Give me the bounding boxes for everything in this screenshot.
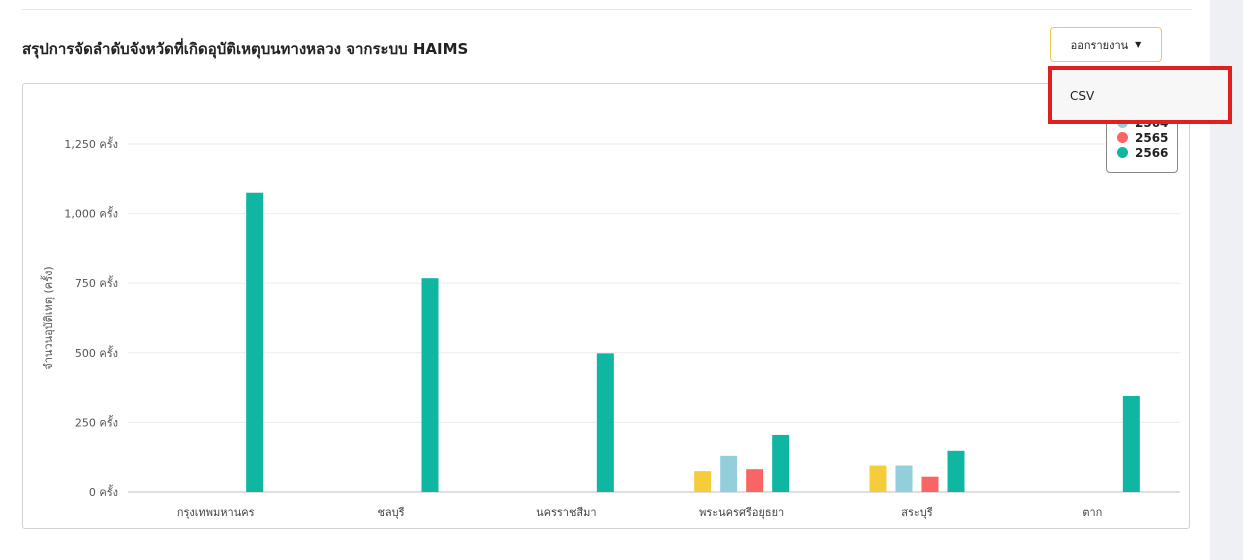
legend-item-2566[interactable]: 2566 xyxy=(1117,145,1177,160)
legend-item-2565[interactable]: 2565 xyxy=(1117,130,1177,145)
export-button-label: ออกรายงาน xyxy=(1070,38,1129,52)
top-divider xyxy=(22,9,1192,10)
page-title: สรุปการจัดลำดับจังหวัดที่เกิดอุบัติเหตุบ… xyxy=(22,40,469,58)
legend-label: 2566 xyxy=(1135,145,1169,160)
legend-dot-icon xyxy=(1117,132,1128,143)
chart-panel xyxy=(22,83,1190,529)
export-csv-option[interactable]: CSV xyxy=(1070,89,1095,103)
legend-dot-icon xyxy=(1117,147,1128,158)
export-dropdown-menu: CSV xyxy=(1048,66,1232,124)
export-report-button[interactable]: ออกรายงาน ▼ xyxy=(1050,27,1162,62)
caret-down-icon: ▼ xyxy=(1135,40,1142,49)
legend-label: 2565 xyxy=(1135,130,1169,145)
